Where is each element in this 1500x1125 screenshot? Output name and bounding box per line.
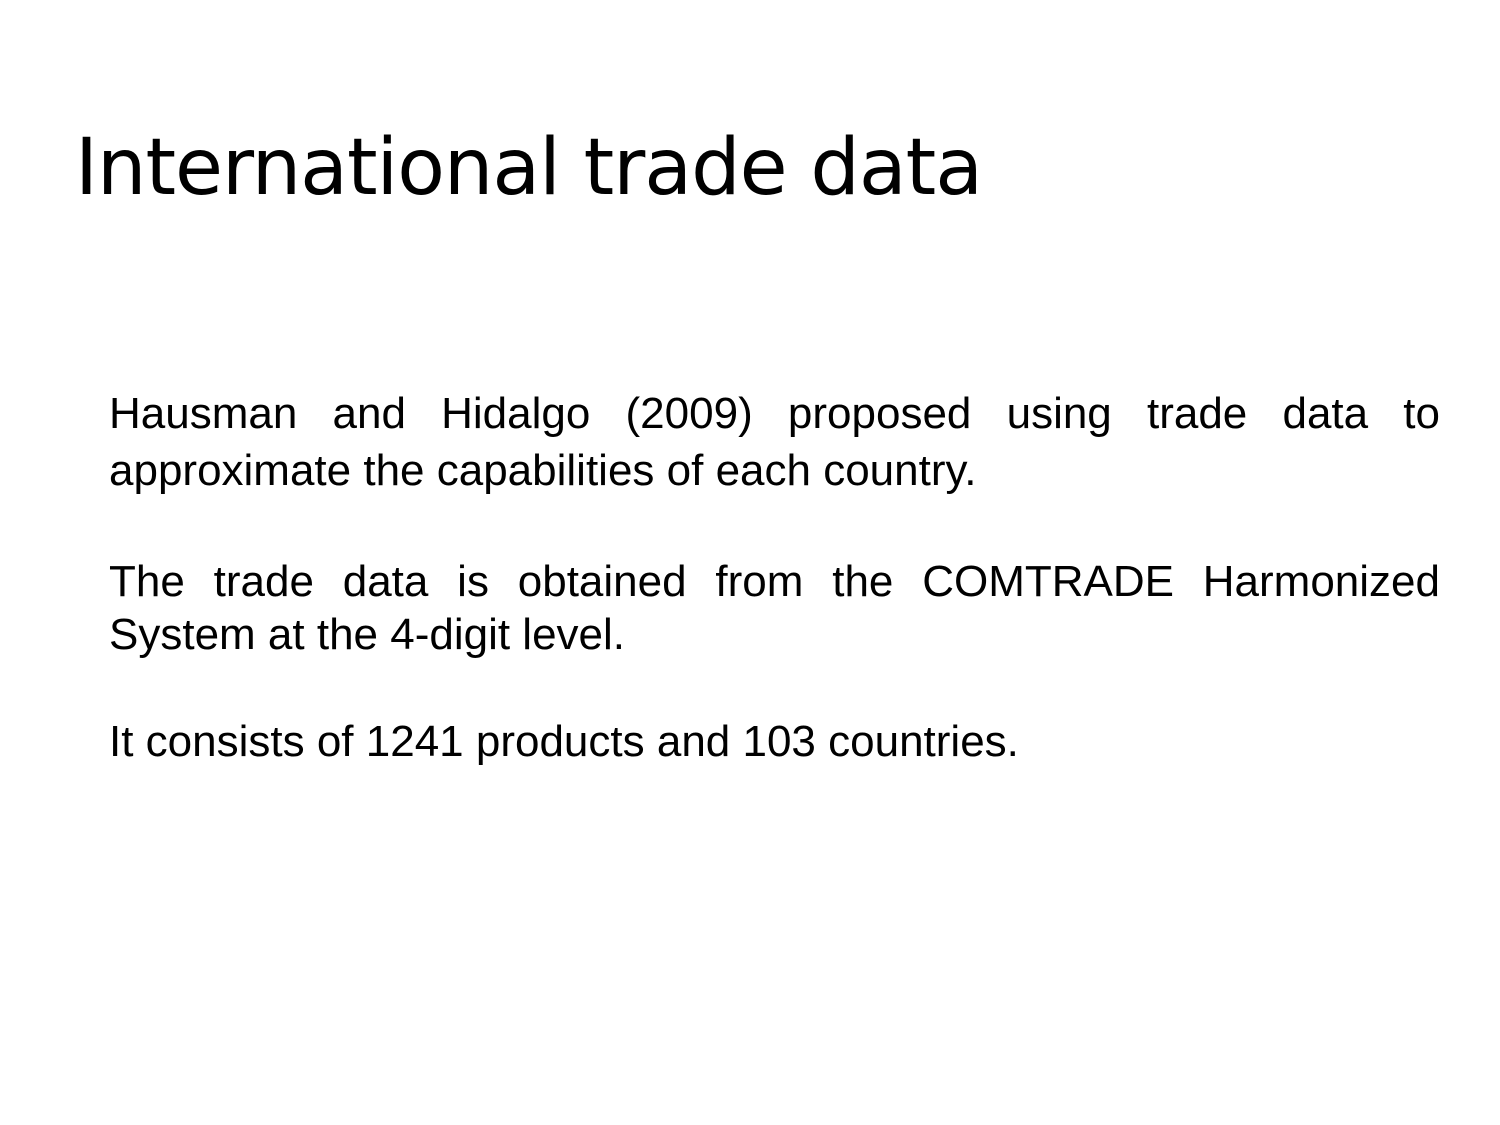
paragraph-hausman-hidalgo: Hausman and Hidalgo (2009) proposed usin… xyxy=(109,389,1440,495)
slide-body: Hausman and Hidalgo (2009) proposed usin… xyxy=(109,385,1440,768)
slide-title: International trade data xyxy=(75,123,983,213)
paragraph-dataset-size: It consists of 1241 products and 103 cou… xyxy=(109,717,1019,766)
paragraph-comtrade-source: The trade data is obtained from the COMT… xyxy=(109,557,1440,659)
